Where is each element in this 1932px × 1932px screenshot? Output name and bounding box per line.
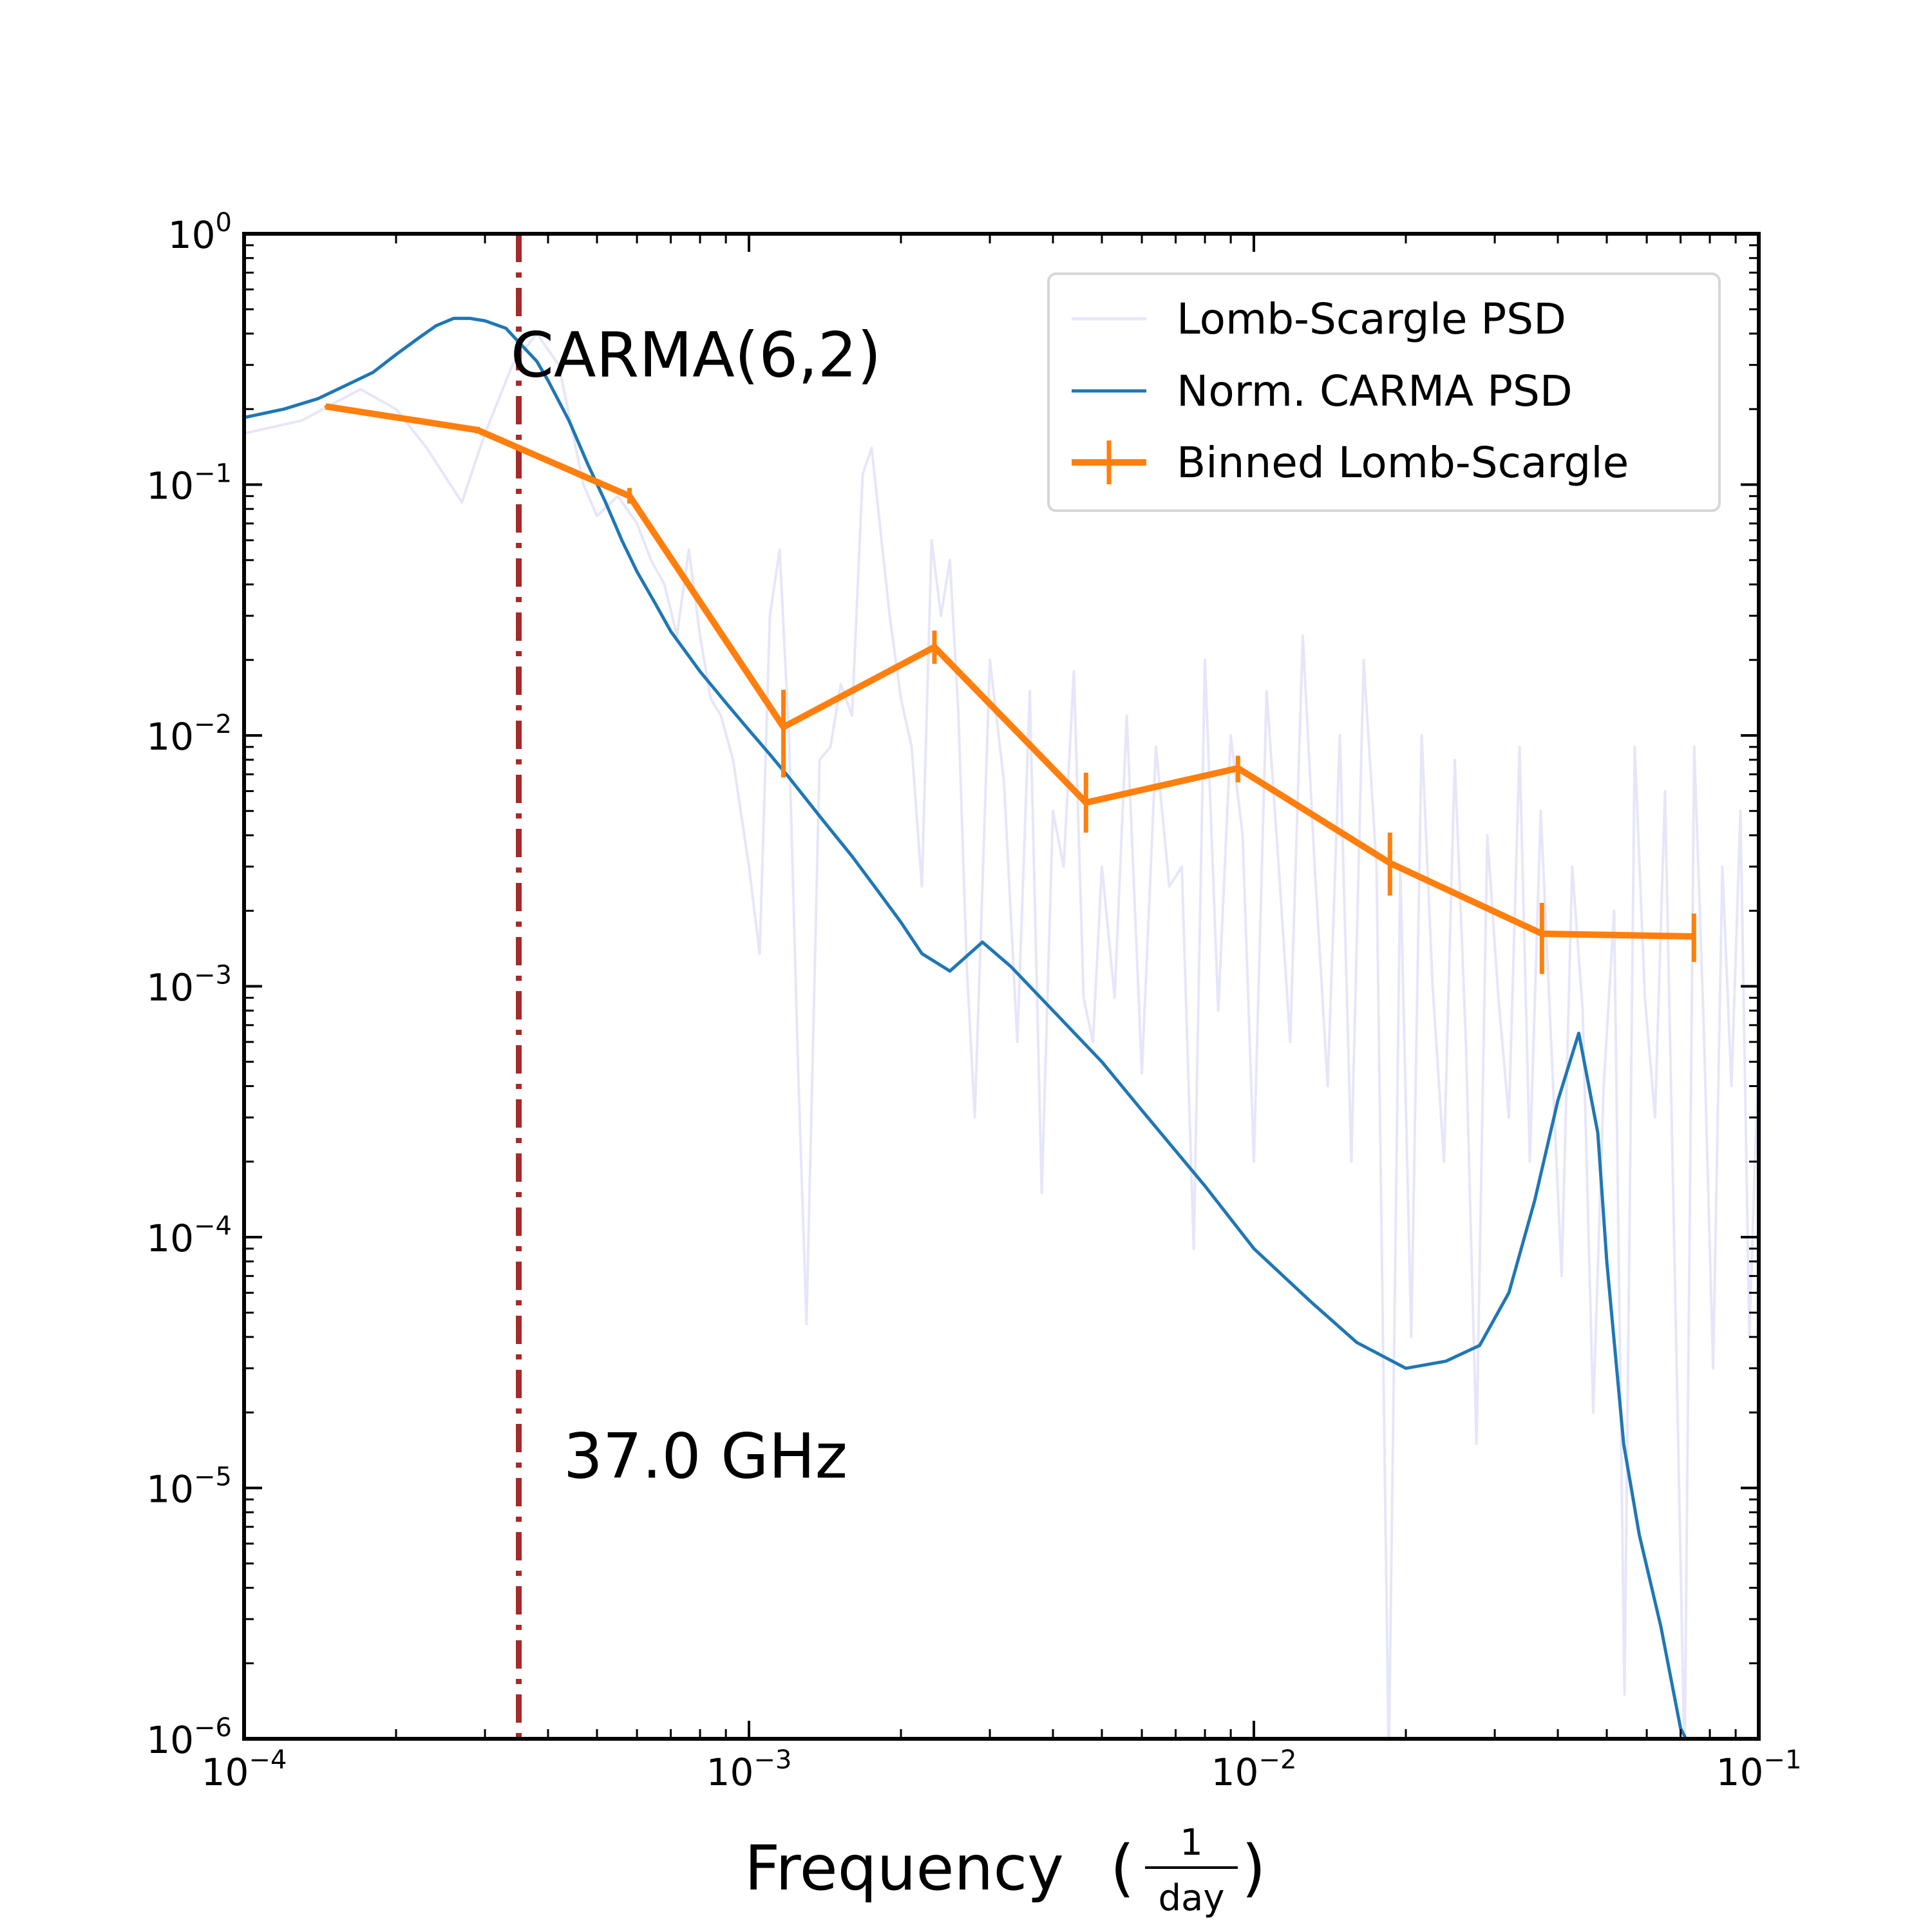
axis-ticks	[243, 232, 1760, 1740]
plot-area	[244, 234, 1759, 1739]
x-axis-label-close-paren: )	[1242, 1832, 1265, 1904]
x-axis-label-denominator: day	[1158, 1877, 1224, 1919]
series-carma-psd	[244, 316, 1688, 1739]
x-axis-label-open-paren: (	[1110, 1832, 1134, 1904]
annotation-frequency: 37.0 GHz	[564, 1420, 848, 1492]
annotation-model: CARMA(6,2)	[511, 319, 881, 391]
y-tick-label: 10−6	[146, 1713, 232, 1762]
y-tick-label: 10−5	[146, 1463, 232, 1511]
binned-point	[1236, 766, 1240, 770]
y-tick-label: 10−1	[146, 459, 232, 508]
x-axis-label: Frequency ( 1 day )	[744, 1822, 1265, 1919]
axis-tick-labels: 10−4 10−3 10−2 10−1 100 10−1 10−2 10−3 10−4 10−5 1…	[146, 208, 1801, 1794]
legend: Lomb-Scargle PSD Norm. CARMA PSD Binned …	[1047, 272, 1721, 512]
binned-point	[782, 725, 785, 728]
y-tick-label: 10−4	[146, 1211, 232, 1260]
binned-point	[476, 428, 479, 431]
y-tick-label: 10−3	[146, 961, 232, 1010]
binned-point	[324, 405, 327, 408]
x-axis-label-text: Frequency	[744, 1832, 1064, 1904]
legend-box	[1047, 272, 1721, 512]
x-tick-label: 10−1	[1716, 1745, 1802, 1794]
series-binned-lomb-scargle	[325, 403, 1694, 940]
x-tick-label: 10−4	[202, 1745, 287, 1794]
binned-point	[933, 645, 936, 649]
x-tick-label: 10−3	[706, 1745, 792, 1794]
legend-label-carma: Norm. CARMA PSD	[1177, 366, 1573, 416]
x-tick-label: 10−2	[1211, 1745, 1297, 1794]
binned-point	[1540, 932, 1544, 935]
binned-point	[1084, 801, 1088, 804]
legend-label-binned: Binned Lomb-Scargle	[1177, 438, 1629, 488]
legend-label-lomb-scargle: Lomb-Scargle PSD	[1177, 294, 1566, 344]
y-tick-label: 10−2	[146, 710, 232, 759]
binned-point	[628, 495, 631, 498]
binned-point	[1692, 935, 1696, 938]
binned-point	[1388, 862, 1392, 865]
x-axis-label-numerator: 1	[1180, 1822, 1203, 1864]
y-tick-label: 100	[168, 208, 232, 257]
